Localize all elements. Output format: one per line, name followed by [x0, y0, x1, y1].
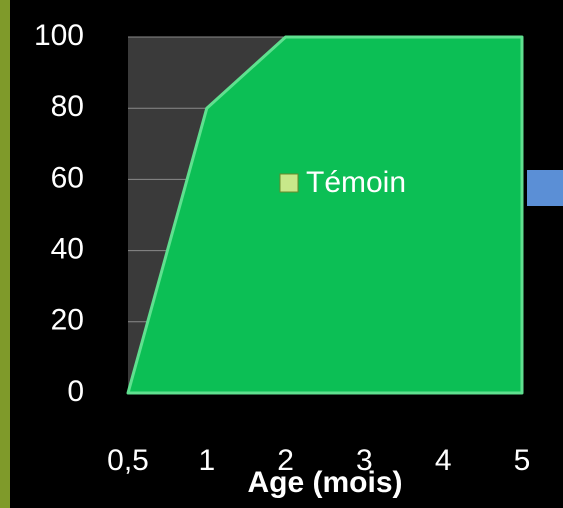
- x-tick-label: 0,5: [107, 444, 149, 477]
- x-axis-title: Age (mois): [247, 466, 402, 499]
- y-tick-label: 100: [34, 19, 84, 52]
- y-tick-label: 80: [51, 90, 84, 123]
- y-tick-label: 0: [67, 375, 84, 408]
- y-tick-label: 20: [51, 304, 84, 337]
- x-tick-label: 1: [198, 444, 215, 477]
- side-shape: [527, 170, 563, 206]
- x-tick-label: 3: [356, 444, 373, 477]
- x-tick-label: 5: [514, 444, 531, 477]
- x-tick-label: 2: [277, 444, 294, 477]
- y-tick-label: 40: [51, 233, 84, 266]
- area: [126, 35, 524, 395]
- legend-marker: [279, 173, 299, 193]
- left-strip: [0, 0, 10, 508]
- legend-label: Témoin: [306, 166, 406, 199]
- x-tick-label: 4: [435, 444, 452, 477]
- y-tick-label: 60: [51, 161, 84, 194]
